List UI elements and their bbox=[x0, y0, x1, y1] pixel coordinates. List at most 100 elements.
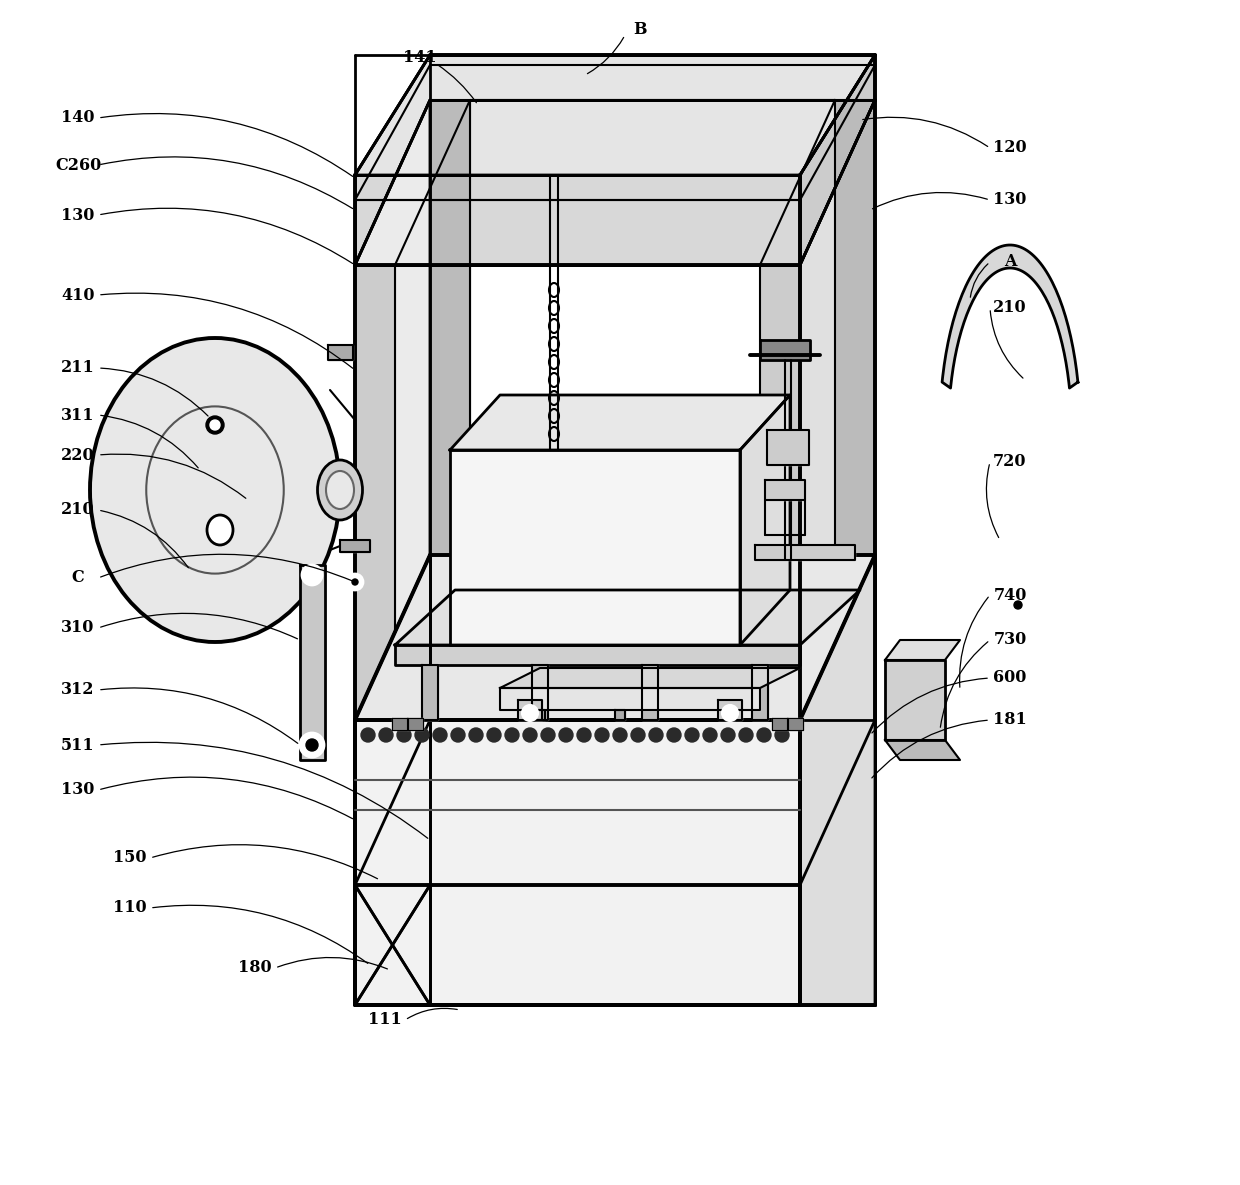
Polygon shape bbox=[355, 100, 430, 885]
Text: 130: 130 bbox=[61, 781, 94, 799]
Polygon shape bbox=[800, 100, 875, 885]
Polygon shape bbox=[725, 710, 735, 720]
Text: 600: 600 bbox=[993, 670, 1027, 686]
Circle shape bbox=[649, 728, 663, 742]
Polygon shape bbox=[740, 395, 790, 645]
Text: 141: 141 bbox=[403, 50, 436, 66]
Circle shape bbox=[720, 728, 735, 742]
Polygon shape bbox=[885, 739, 960, 760]
Polygon shape bbox=[430, 100, 470, 720]
Ellipse shape bbox=[317, 460, 362, 520]
Polygon shape bbox=[355, 55, 875, 175]
Polygon shape bbox=[768, 430, 808, 465]
Text: 410: 410 bbox=[61, 287, 94, 303]
Polygon shape bbox=[355, 555, 875, 720]
Circle shape bbox=[1011, 597, 1025, 613]
Text: 720: 720 bbox=[993, 454, 1027, 470]
Polygon shape bbox=[396, 590, 861, 645]
Polygon shape bbox=[500, 688, 760, 710]
Text: 111: 111 bbox=[368, 1012, 402, 1029]
Polygon shape bbox=[751, 665, 768, 720]
Polygon shape bbox=[392, 718, 408, 730]
Circle shape bbox=[361, 728, 374, 742]
Text: 220: 220 bbox=[61, 447, 94, 463]
Text: 181: 181 bbox=[993, 711, 1027, 729]
Polygon shape bbox=[355, 265, 396, 885]
Text: A: A bbox=[1003, 254, 1017, 270]
Polygon shape bbox=[355, 720, 800, 1005]
Circle shape bbox=[684, 728, 699, 742]
Circle shape bbox=[451, 728, 465, 742]
Circle shape bbox=[775, 728, 789, 742]
Polygon shape bbox=[760, 340, 810, 360]
Text: 110: 110 bbox=[113, 899, 146, 916]
Polygon shape bbox=[300, 565, 325, 760]
Text: 210: 210 bbox=[61, 501, 94, 519]
Circle shape bbox=[1014, 601, 1022, 609]
Circle shape bbox=[756, 728, 771, 742]
Circle shape bbox=[505, 728, 520, 742]
Circle shape bbox=[352, 579, 358, 585]
Circle shape bbox=[210, 419, 219, 430]
Polygon shape bbox=[518, 700, 542, 720]
Circle shape bbox=[303, 565, 322, 585]
Text: 130: 130 bbox=[993, 192, 1027, 209]
Polygon shape bbox=[407, 718, 423, 730]
Circle shape bbox=[433, 728, 446, 742]
Polygon shape bbox=[615, 710, 625, 720]
Polygon shape bbox=[396, 645, 800, 665]
Polygon shape bbox=[534, 710, 546, 720]
Polygon shape bbox=[718, 700, 742, 720]
Text: C260: C260 bbox=[55, 156, 102, 173]
Text: C: C bbox=[72, 570, 84, 587]
Polygon shape bbox=[835, 100, 875, 720]
Polygon shape bbox=[532, 665, 548, 720]
Polygon shape bbox=[760, 265, 800, 885]
Polygon shape bbox=[329, 345, 353, 360]
Circle shape bbox=[739, 728, 753, 742]
Text: 740: 740 bbox=[993, 587, 1027, 603]
Circle shape bbox=[469, 728, 484, 742]
Polygon shape bbox=[422, 665, 438, 720]
Polygon shape bbox=[787, 718, 804, 730]
Circle shape bbox=[577, 728, 591, 742]
Text: 180: 180 bbox=[238, 960, 272, 976]
Polygon shape bbox=[885, 660, 945, 739]
Ellipse shape bbox=[91, 338, 340, 642]
Circle shape bbox=[379, 728, 393, 742]
Circle shape bbox=[722, 705, 738, 720]
Polygon shape bbox=[450, 395, 790, 450]
Text: 150: 150 bbox=[113, 850, 146, 866]
Circle shape bbox=[522, 705, 538, 720]
Polygon shape bbox=[765, 480, 805, 500]
Text: 730: 730 bbox=[993, 632, 1027, 648]
Circle shape bbox=[613, 728, 627, 742]
Circle shape bbox=[347, 574, 363, 590]
Circle shape bbox=[541, 728, 556, 742]
Polygon shape bbox=[500, 668, 800, 688]
Text: 310: 310 bbox=[61, 620, 94, 636]
Circle shape bbox=[559, 728, 573, 742]
Polygon shape bbox=[340, 540, 370, 552]
Circle shape bbox=[703, 728, 717, 742]
Polygon shape bbox=[885, 640, 960, 660]
Polygon shape bbox=[773, 718, 787, 730]
Circle shape bbox=[595, 728, 609, 742]
Polygon shape bbox=[755, 545, 856, 561]
Circle shape bbox=[667, 728, 681, 742]
Text: 130: 130 bbox=[61, 206, 94, 224]
Polygon shape bbox=[355, 175, 800, 265]
Text: 311: 311 bbox=[61, 406, 94, 423]
Text: 210: 210 bbox=[993, 300, 1027, 316]
Circle shape bbox=[415, 728, 429, 742]
Polygon shape bbox=[800, 555, 875, 1005]
Circle shape bbox=[487, 728, 501, 742]
Circle shape bbox=[397, 728, 410, 742]
Circle shape bbox=[306, 739, 317, 751]
Polygon shape bbox=[642, 665, 658, 720]
Circle shape bbox=[523, 728, 537, 742]
Circle shape bbox=[300, 734, 324, 757]
Circle shape bbox=[206, 416, 224, 434]
Polygon shape bbox=[942, 245, 1078, 387]
Text: 120: 120 bbox=[993, 140, 1027, 156]
